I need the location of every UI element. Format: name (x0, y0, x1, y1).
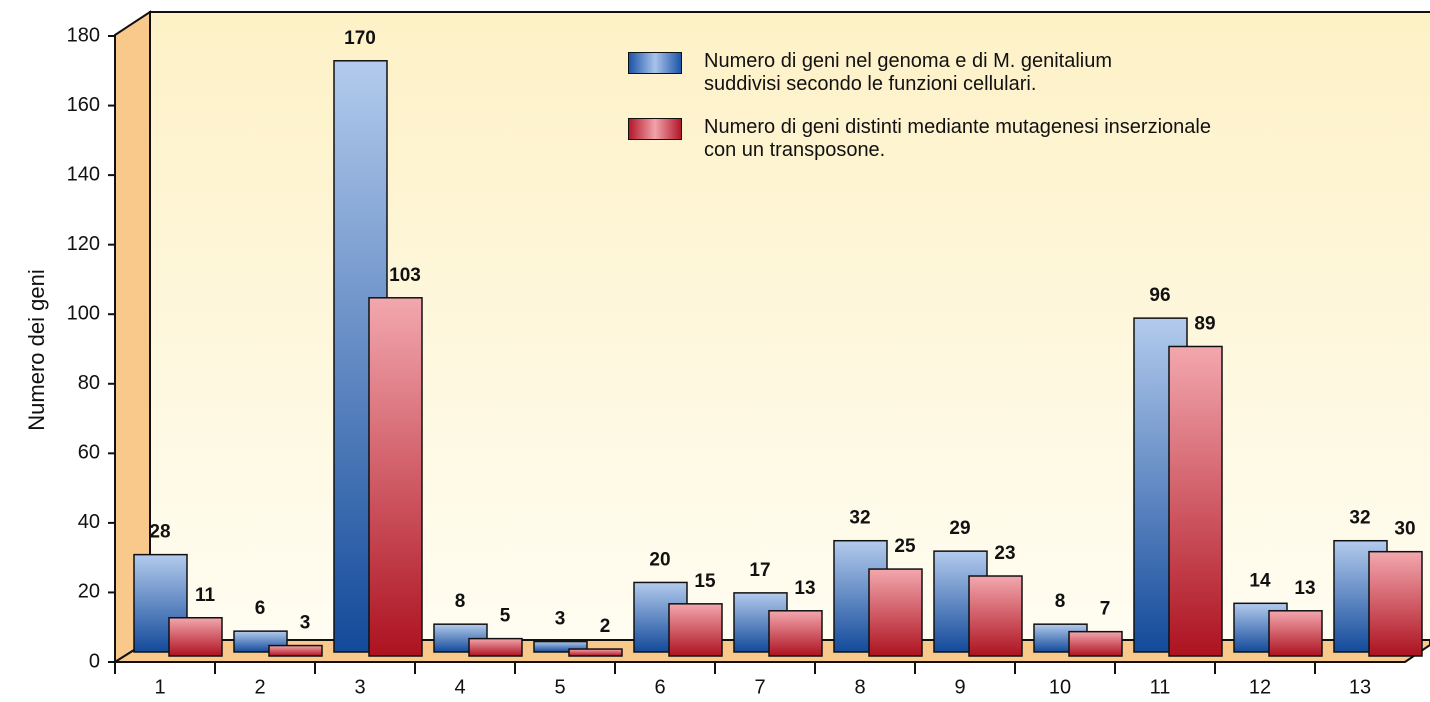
bar (868, 568, 923, 657)
legend-text: Numero di geni nel genoma e di M. genita… (704, 50, 1112, 95)
value-label: 96 (1149, 285, 1170, 306)
y-tick-label: 100 (67, 303, 100, 325)
value-label: 28 (149, 522, 170, 543)
x-tick-label: 1 (154, 676, 165, 697)
bar (1268, 610, 1323, 657)
value-label: 30 (1394, 519, 1415, 540)
x-tick-label: 7 (754, 676, 765, 697)
bar (1068, 630, 1123, 657)
y-tick-label: 20 (78, 581, 100, 603)
legend-item: Numero di geni nel genoma e di M. genita… (628, 50, 1211, 96)
bar (268, 644, 323, 657)
x-tick-label: 2 (254, 676, 265, 697)
value-label: 29 (949, 518, 970, 539)
value-label: 32 (849, 508, 870, 529)
value-label: 2 (600, 616, 611, 637)
bar (168, 616, 223, 657)
value-label: 17 (749, 560, 770, 581)
value-label: 20 (649, 549, 670, 570)
legend-item: Numero di geni distinti mediante mutagen… (628, 116, 1211, 162)
value-label: 8 (1055, 591, 1066, 612)
value-label: 11 (195, 585, 216, 606)
value-label: 6 (255, 598, 266, 619)
y-tick-label: 80 (78, 372, 100, 394)
value-label: 15 (694, 571, 716, 592)
bar (1168, 345, 1223, 657)
bar (768, 610, 823, 657)
value-label: 5 (500, 606, 511, 627)
value-label: 103 (389, 265, 421, 286)
x-tick-label: 12 (1249, 676, 1271, 697)
bar (568, 648, 623, 657)
value-label: 14 (1249, 570, 1271, 591)
bar (668, 603, 723, 657)
value-label: 23 (994, 543, 1015, 564)
back-wall (150, 12, 1430, 640)
value-label: 25 (894, 536, 916, 557)
x-tick-label: 5 (554, 676, 565, 697)
x-tick-label: 4 (454, 676, 465, 697)
value-label: 3 (300, 613, 311, 634)
value-label: 32 (1349, 508, 1370, 529)
bar (533, 640, 588, 653)
x-tick-label: 9 (954, 676, 965, 697)
legend-swatch (628, 118, 682, 140)
x-tick-label: 8 (854, 676, 865, 697)
bar (968, 575, 1023, 657)
x-tick-label: 6 (654, 676, 665, 697)
y-tick-label: 160 (67, 94, 100, 116)
y-tick-label: 180 (67, 24, 100, 46)
value-label: 13 (794, 578, 815, 599)
bar (368, 297, 423, 657)
y-tick-label: 60 (78, 442, 100, 464)
value-label: 7 (1100, 599, 1111, 620)
bar (1368, 550, 1423, 657)
y-tick-label: 0 (89, 650, 100, 672)
value-label: 8 (455, 591, 466, 612)
x-tick-label: 10 (1049, 676, 1071, 697)
y-tick-label: 140 (67, 163, 100, 185)
value-label: 3 (555, 609, 566, 630)
value-label: 170 (344, 28, 376, 49)
y-axis-label: Numero dei geni (24, 269, 49, 430)
value-label: 89 (1194, 313, 1215, 334)
legend: Numero di geni nel genoma e di M. genita… (628, 50, 1211, 182)
legend-text: Numero di geni distinti mediante mutagen… (704, 116, 1211, 161)
x-tick-label: 13 (1349, 676, 1371, 697)
y-tick-label: 120 (67, 233, 100, 255)
x-tick-label: 3 (354, 676, 365, 697)
legend-swatch (628, 52, 682, 74)
bar (468, 637, 523, 657)
y-tick-label: 40 (78, 511, 100, 533)
value-label: 13 (1294, 578, 1315, 599)
x-tick-label: 11 (1150, 676, 1171, 697)
